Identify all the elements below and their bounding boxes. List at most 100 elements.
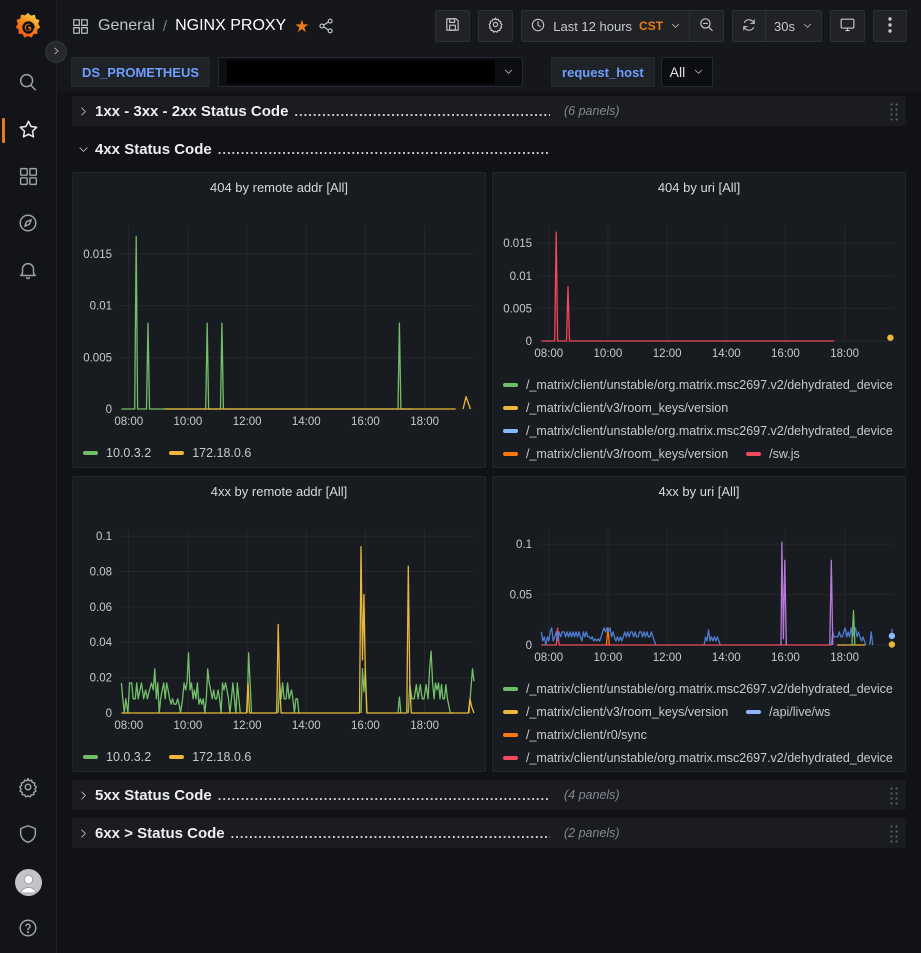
variable-value-ds-prometheus-select[interactable] <box>218 57 524 87</box>
refresh-button[interactable] <box>732 10 767 42</box>
legend-item[interactable]: 172.18.0.6 <box>169 446 251 460</box>
row-drag-handle[interactable] <box>889 786 898 805</box>
sidebar-item-dashboards[interactable] <box>0 154 57 201</box>
row-panel-count: (6 panels) <box>564 104 620 118</box>
legend-item[interactable]: /sw.js <box>746 447 800 461</box>
y-tick-label: 0.01 <box>90 301 112 313</box>
chevron-down-icon <box>670 19 681 34</box>
legend-color-swatch <box>503 451 518 456</box>
variable-label-request-host: request_host <box>551 57 655 87</box>
row-leader-dots: ........................................… <box>294 103 550 119</box>
dashboard-settings-button[interactable] <box>478 10 514 42</box>
series-line <box>780 541 787 646</box>
chevron-right-icon <box>78 828 89 839</box>
legend-label: /_matrix/client/v3/room_keys/version <box>526 704 729 719</box>
help-icon <box>17 917 39 942</box>
chart-canvas[interactable]: 08:00 10:00 12:00 14:00 16:00 18:00 0 0.005 0.01… <box>81 219 479 431</box>
legend-item[interactable]: /_matrix/client/r0/sync <box>503 728 647 742</box>
refresh-controls: 30s <box>732 10 822 42</box>
legend-item[interactable]: /_matrix/client/unstable/org.matrix.msc2… <box>503 378 893 392</box>
share-icon[interactable] <box>317 17 335 35</box>
chart-canvas[interactable]: 08:00 10:00 12:00 14:00 16:00 18:00 0 0.05 0.1 <box>501 523 899 667</box>
legend-color-swatch <box>169 450 185 455</box>
row-panel-count: (2 panels) <box>564 826 620 840</box>
shield-icon <box>17 823 39 848</box>
sidebar-item-search[interactable] <box>0 60 57 107</box>
series-point <box>887 334 894 341</box>
legend-item[interactable]: 10.0.3.2 <box>83 446 151 460</box>
series-line <box>462 395 472 410</box>
grafana-logo[interactable] <box>11 10 45 44</box>
panel-title[interactable]: 404 by remote addr [All] <box>209 180 349 195</box>
refresh-interval-picker[interactable]: 30s <box>766 10 822 42</box>
legend-label: /_matrix/client/v3/room_keys/version <box>526 446 729 461</box>
x-tick-label: 12:00 <box>653 348 682 360</box>
sidebar-item-configuration[interactable] <box>0 765 57 812</box>
row-4xx[interactable]: 4xx Status Code ........................… <box>72 134 906 164</box>
y-tick-label: 0.1 <box>516 539 532 551</box>
sidebar-expand-button[interactable] <box>45 41 67 63</box>
sidebar-item-explore[interactable] <box>0 201 57 248</box>
panel-title[interactable]: 4xx by remote addr [All] <box>210 484 348 499</box>
chart-canvas[interactable]: 08:00 10:00 12:00 14:00 16:00 18:00 0 0.02 0.04 0… <box>81 523 479 735</box>
chart-legend: /_matrix/client/unstable/org.matrix.msc2… <box>501 373 897 465</box>
favorite-star-icon[interactable]: ★ <box>294 16 310 36</box>
chevron-down-icon <box>78 144 89 155</box>
row-6xx[interactable]: 6xx > Status Code ......................… <box>72 818 906 848</box>
row-5xx[interactable]: 5xx Status Code ........................… <box>72 780 906 810</box>
legend-item[interactable]: /_matrix/client/unstable/org.matrix.msc2… <box>503 682 893 696</box>
breadcrumb-folder[interactable]: General <box>98 17 155 34</box>
chart-canvas[interactable]: 08:00 10:00 12:00 14:00 16:00 18:00 0 0.005 0.01… <box>501 219 899 363</box>
variable-label-text: request_host <box>562 64 644 80</box>
series-line <box>605 627 611 646</box>
sidebar-item-server-admin[interactable] <box>0 812 57 859</box>
legend-label: 172.18.0.6 <box>192 749 252 764</box>
series-line <box>829 559 834 646</box>
series-point <box>888 641 896 648</box>
variable-value-request-host-select[interactable]: All <box>660 57 714 87</box>
legend-item[interactable]: /_matrix/client/unstable/org.matrix.msc2… <box>503 751 893 765</box>
sidebar-item-alerting[interactable] <box>0 248 57 295</box>
sidebar-item-profile[interactable] <box>0 859 57 906</box>
sidebar-item-starred[interactable] <box>0 107 57 154</box>
series-line <box>541 627 832 646</box>
series-line <box>120 652 241 714</box>
series-point <box>888 632 896 640</box>
panel-title[interactable]: 404 by uri [All] <box>657 180 741 195</box>
legend-item[interactable]: /api/live/ws <box>746 705 830 719</box>
legend-item[interactable]: /_matrix/client/v3/room_keys/version <box>503 705 728 719</box>
user-avatar <box>14 869 42 896</box>
legend-color-swatch <box>503 428 518 433</box>
legend-row: /_matrix/client/unstable/org.matrix.msc2… <box>503 746 897 769</box>
active-indicator <box>1 118 5 143</box>
dashboard-topbar: General / NGINX PROXY ★ <box>57 0 921 52</box>
row-1xx-3xx-2xx[interactable]: 1xx - 3xx - 2xx Status Code ............… <box>72 96 906 126</box>
save-dashboard-button[interactable] <box>435 10 471 42</box>
series-line <box>277 682 300 714</box>
legend-item[interactable]: /_matrix/client/unstable/org.matrix.msc2… <box>503 424 893 438</box>
panel-title[interactable]: 4xx by uri [All] <box>658 484 740 499</box>
legend-item[interactable]: 10.0.3.2 <box>83 750 151 764</box>
sidebar-item-help[interactable] <box>0 906 57 953</box>
y-tick-label: 0.1 <box>96 531 112 543</box>
legend-item[interactable]: 172.18.0.6 <box>169 750 251 764</box>
x-tick-label: 10:00 <box>174 416 203 428</box>
kiosk-mode-button[interactable] <box>830 10 865 42</box>
redacted-value <box>227 60 496 84</box>
y-tick-label: 0.005 <box>503 303 532 315</box>
legend-item[interactable]: /_matrix/client/v3/room_keys/version <box>503 401 728 415</box>
legend-item[interactable]: /_matrix/client/v3/room_keys/version <box>503 447 728 461</box>
time-range-picker[interactable]: Last 12 hours CST <box>521 10 691 42</box>
page-title[interactable]: NGINX PROXY <box>175 17 287 34</box>
row-drag-handle[interactable] <box>889 102 898 121</box>
series-line <box>830 627 867 646</box>
legend-color-swatch <box>169 754 185 759</box>
zoom-out-button[interactable] <box>690 10 725 42</box>
time-controls: Last 12 hours CST <box>521 10 725 42</box>
x-tick-label: 14:00 <box>292 416 321 428</box>
row-drag-handle[interactable] <box>889 824 898 843</box>
more-options-button[interactable] <box>873 10 907 42</box>
legend-color-swatch <box>503 732 518 737</box>
chevron-right-icon <box>51 45 61 59</box>
